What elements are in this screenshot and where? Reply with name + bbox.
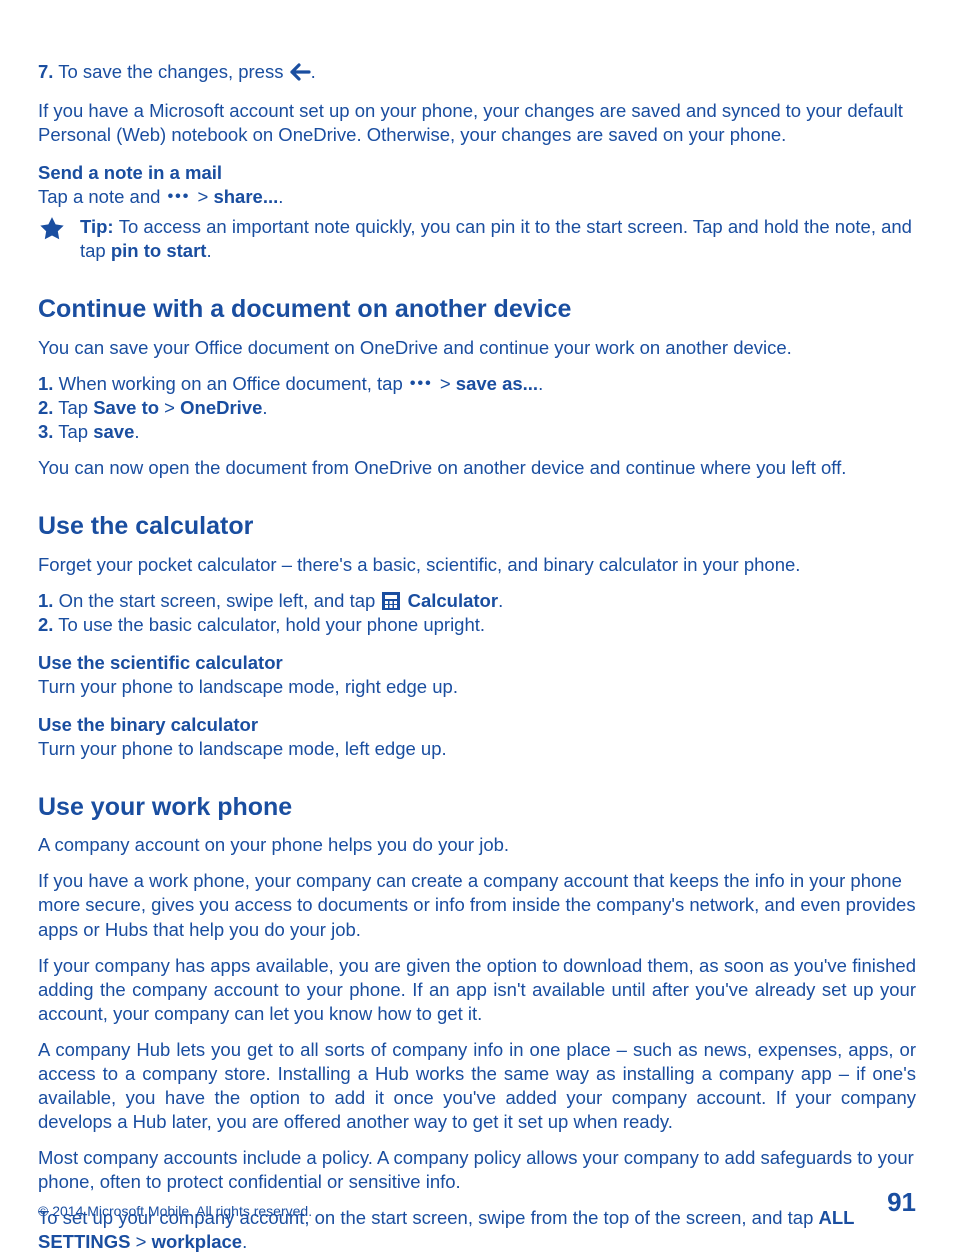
- more-dots-icon: •••: [408, 374, 435, 395]
- calc1-bold: Calculator: [408, 590, 498, 611]
- p-work-1: A company account on your phone helps yo…: [38, 833, 916, 857]
- heading-continue: Continue with a document on another devi…: [38, 293, 916, 326]
- p-continue-intro: You can save your Office document on One…: [38, 336, 916, 360]
- calc1-num: 1.: [38, 590, 53, 611]
- calc-step-1: 1. On the start screen, swipe left, and …: [38, 589, 916, 613]
- send-note-gt: >: [192, 186, 213, 207]
- send-note-line: Tap a note and ••• > share....: [38, 185, 916, 209]
- continue-step-1: 1. When working on an Office document, t…: [38, 372, 916, 396]
- subhead-calc-bin: Use the binary calculator: [38, 713, 916, 737]
- subhead-send-note: Send a note in a mail: [38, 161, 916, 185]
- cs2-b1: Save to: [93, 397, 159, 418]
- p-continue-out: You can now open the document from OneDr…: [38, 456, 916, 480]
- cs1-gt: >: [435, 373, 456, 394]
- cs3-num: 3.: [38, 421, 53, 442]
- cs3-b1: save: [93, 421, 134, 442]
- continue-step-2: 2. Tap Save to > OneDrive.: [38, 396, 916, 420]
- cs2-before: Tap: [53, 397, 93, 418]
- step-7-before: To save the changes, press: [53, 61, 288, 82]
- tip-bold: pin to start: [111, 240, 207, 261]
- send-note-bold: share...: [213, 186, 278, 207]
- calc2-text: To use the basic calculator, hold your p…: [53, 614, 485, 635]
- continue-step-3: 3. Tap save.: [38, 420, 916, 444]
- tip-after: .: [206, 240, 211, 261]
- star-icon: [38, 215, 66, 263]
- cs3-before: Tap: [53, 421, 93, 442]
- cs3-after: .: [134, 421, 139, 442]
- step-7: 7. To save the changes, press .: [38, 60, 916, 87]
- paragraph-ms-account: If you have a Microsoft account set up o…: [38, 99, 916, 147]
- tip-row: Tip: To access an important note quickly…: [38, 215, 916, 263]
- more-dots-icon: •••: [166, 187, 193, 208]
- heading-calculator: Use the calculator: [38, 510, 916, 543]
- calculator-icon: [382, 592, 400, 610]
- calc-bin-text: Turn your phone to landscape mode, left …: [38, 737, 916, 761]
- back-arrow-icon: [289, 63, 311, 87]
- page-footer: © 2014 Microsoft Mobile. All rights rese…: [38, 1186, 916, 1220]
- heading-work-phone: Use your work phone: [38, 791, 916, 824]
- p-work-4: A company Hub lets you get to all sorts …: [38, 1038, 916, 1134]
- cs1-num: 1.: [38, 373, 53, 394]
- pw6-after: .: [242, 1231, 247, 1252]
- calc-step-2: 2. To use the basic calculator, hold you…: [38, 613, 916, 637]
- page-number: 91: [887, 1186, 916, 1220]
- calc-sci-text: Turn your phone to landscape mode, right…: [38, 675, 916, 699]
- step-7-after: .: [311, 61, 316, 82]
- step-7-num: 7.: [38, 61, 53, 82]
- cs2-after: .: [262, 397, 267, 418]
- calc1-after: .: [498, 590, 503, 611]
- p-calc-intro: Forget your pocket calculator – there's …: [38, 553, 916, 577]
- tip-label: Tip:: [80, 216, 119, 237]
- cs2-num: 2.: [38, 397, 53, 418]
- p-work-3: If your company has apps available, you …: [38, 954, 916, 1026]
- tip-text-block: Tip: To access an important note quickly…: [80, 215, 916, 263]
- cs2-mid: >: [159, 397, 180, 418]
- cs2-b2: OneDrive: [180, 397, 262, 418]
- send-note-before: Tap a note and: [38, 186, 166, 207]
- cs1-bold: save as...: [456, 373, 538, 394]
- subhead-calc-sci: Use the scientific calculator: [38, 651, 916, 675]
- calc1-before: On the start screen, swipe left, and tap: [53, 590, 380, 611]
- copyright-text: © 2014 Microsoft Mobile. All rights rese…: [38, 1202, 312, 1220]
- send-note-after: .: [278, 186, 283, 207]
- calc2-num: 2.: [38, 614, 53, 635]
- p-work-2: If you have a work phone, your company c…: [38, 869, 916, 941]
- cs1-before: When working on an Office document, tap: [53, 373, 407, 394]
- cs1-after: .: [538, 373, 543, 394]
- pw6-mid: >: [131, 1231, 152, 1252]
- pw6-b2: workplace: [152, 1231, 243, 1252]
